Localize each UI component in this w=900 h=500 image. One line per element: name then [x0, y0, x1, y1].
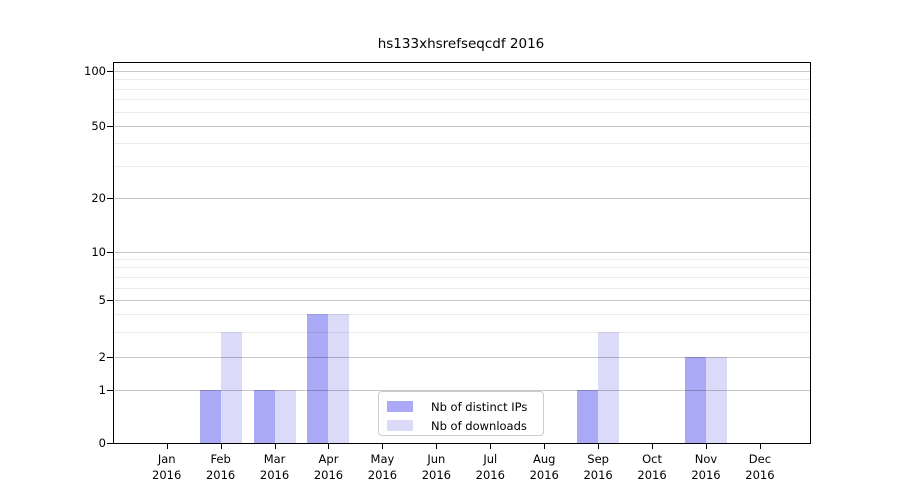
bar-downloads-mar: [274, 390, 296, 443]
y-tick-label: 1: [98, 383, 106, 398]
legend-swatch-downloads: [387, 420, 413, 431]
minor-gridline: [114, 79, 810, 81]
minor-gridline: [114, 165, 810, 167]
y-tick-label: 5: [98, 293, 106, 308]
x-tick-label: Sep 2016: [583, 452, 613, 482]
bar-downloads-feb: [220, 331, 242, 443]
major-gridline: [114, 300, 810, 302]
legend-item-downloads: Nb of downloads: [387, 417, 535, 434]
x-tick: [328, 443, 330, 449]
bar-distinct-ips-mar: [253, 390, 275, 443]
x-tick-label: Mar 2016: [259, 452, 290, 482]
legend: Nb of distinct IPs Nb of downloads: [378, 391, 544, 436]
legend-swatch-distinct-ips: [387, 401, 413, 412]
bar-distinct-ips-feb: [199, 390, 221, 443]
major-gridline: [114, 71, 810, 72]
major-gridline: [114, 197, 810, 199]
minor-gridline: [114, 267, 810, 269]
x-tick: [706, 443, 707, 449]
x-tick-label: May 2016: [367, 452, 398, 482]
y-tick: [107, 71, 113, 72]
x-tick-label: Nov 2016: [691, 452, 721, 482]
y-tick-label: 100: [84, 64, 106, 78]
x-tick: [382, 443, 384, 449]
x-tick-label: Jun 2016: [421, 452, 451, 482]
legend-item-distinct-ips: Nb of distinct IPs: [387, 398, 535, 415]
minor-gridline: [114, 313, 810, 315]
bar-distinct-ips-sep: [577, 390, 599, 443]
x-tick: [490, 443, 492, 449]
legend-label-downloads: Nb of downloads: [431, 418, 527, 433]
y-tick: [107, 126, 113, 127]
bar-distinct-ips-nov: [685, 356, 706, 443]
x-tick-label: Aug 2016: [529, 452, 559, 482]
y-tick: [107, 443, 113, 444]
x-tick-label: Jan 2016: [152, 452, 182, 482]
minor-gridline: [114, 331, 810, 333]
x-tick-label: Dec 2016: [745, 452, 775, 482]
bar-downloads-sep: [598, 331, 620, 443]
x-tick: [652, 443, 654, 449]
bar-downloads-apr: [328, 313, 350, 443]
y-tick-label: 2: [98, 349, 106, 364]
y-tick-label: 20: [91, 190, 106, 205]
x-tick: [220, 443, 222, 449]
y-tick: [107, 390, 113, 392]
y-tick-label: 10: [91, 244, 106, 259]
chart-title: hs133xhsrefseqcdf 2016: [377, 36, 545, 52]
minor-gridline: [114, 88, 810, 90]
x-tick: [544, 443, 546, 449]
y-tick-label: 50: [91, 119, 106, 133]
x-tick-label: Apr 2016: [313, 452, 344, 482]
y-tick: [107, 251, 113, 253]
bar-distinct-ips-apr: [307, 313, 329, 443]
x-tick: [759, 443, 761, 449]
minor-gridline: [114, 99, 810, 101]
x-tick: [274, 443, 276, 449]
minor-gridline: [114, 111, 810, 113]
x-tick: [598, 443, 600, 449]
minor-gridline: [114, 259, 810, 261]
major-gridline: [114, 390, 810, 392]
bar-downloads-nov: [706, 356, 727, 443]
y-tick: [107, 197, 113, 199]
x-tick: [166, 443, 168, 449]
x-tick-label: Oct 2016: [637, 452, 667, 482]
minor-gridline: [114, 276, 810, 278]
y-tick: [107, 356, 113, 358]
minor-gridline: [114, 287, 810, 289]
legend-label-distinct-ips: Nb of distinct IPs: [431, 399, 528, 414]
major-gridline: [114, 251, 810, 253]
minor-gridline: [114, 143, 810, 145]
y-tick-label: 0: [98, 436, 106, 450]
x-tick-label: Feb 2016: [205, 452, 236, 482]
major-gridline: [114, 126, 810, 127]
x-tick-label: Jul 2016: [475, 452, 505, 482]
plot-area: Nb of distinct IPs Nb of downloads 0 1 2 5 1…: [84, 62, 811, 482]
x-tick: [436, 443, 438, 449]
y-tick: [107, 300, 113, 302]
major-gridline: [114, 356, 810, 358]
